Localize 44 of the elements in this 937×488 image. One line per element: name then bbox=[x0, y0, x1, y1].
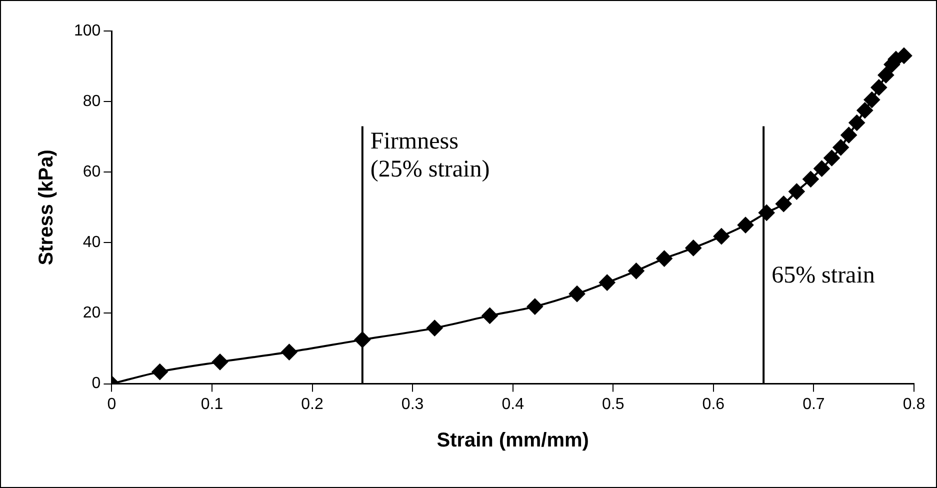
x-tick-label: 0.8 bbox=[902, 396, 926, 413]
point bbox=[802, 171, 819, 188]
y-axis-title: Stress (kPa) bbox=[36, 150, 58, 266]
point bbox=[832, 139, 849, 156]
x-tick-label: 0.3 bbox=[401, 396, 424, 413]
point bbox=[814, 160, 830, 177]
point bbox=[656, 250, 672, 267]
point bbox=[526, 298, 543, 315]
point bbox=[482, 308, 498, 324]
y-tick-label: 100 bbox=[74, 22, 101, 40]
point bbox=[788, 184, 805, 200]
y-tick-label: 60 bbox=[82, 164, 101, 181]
point bbox=[776, 196, 792, 212]
point bbox=[864, 92, 880, 108]
point bbox=[628, 262, 644, 279]
x-tick-label: 0.1 bbox=[200, 396, 224, 413]
point bbox=[212, 354, 228, 370]
point bbox=[840, 127, 857, 144]
point bbox=[685, 240, 702, 256]
y-tick-label: 0 bbox=[92, 375, 101, 392]
point bbox=[824, 150, 840, 166]
x-tick-label: 0 bbox=[107, 396, 116, 413]
y-tick-label: 20 bbox=[82, 304, 101, 322]
x-axis-title: Strain (mm/mm) bbox=[436, 430, 589, 452]
point bbox=[848, 114, 865, 131]
point bbox=[599, 274, 616, 291]
point bbox=[878, 67, 894, 84]
x-tick-label: 0.5 bbox=[602, 396, 624, 413]
y-tick-label: 80 bbox=[82, 92, 101, 110]
x-tick-label: 0.6 bbox=[702, 396, 725, 413]
point bbox=[426, 320, 443, 336]
y-tick-label: 40 bbox=[82, 234, 101, 252]
point bbox=[870, 79, 887, 96]
point bbox=[281, 344, 298, 360]
x-tick-label: 0.2 bbox=[301, 396, 324, 413]
x-tick-label: 0.4 bbox=[502, 396, 524, 413]
point bbox=[738, 217, 754, 234]
point bbox=[713, 228, 730, 244]
ref-line-label: Firmness (25% strain) bbox=[370, 128, 490, 183]
point bbox=[152, 364, 168, 380]
x-tick-label: 0.7 bbox=[802, 396, 825, 413]
point bbox=[856, 102, 873, 118]
point bbox=[569, 286, 586, 302]
ref-line-label: 65% strain bbox=[772, 262, 875, 288]
